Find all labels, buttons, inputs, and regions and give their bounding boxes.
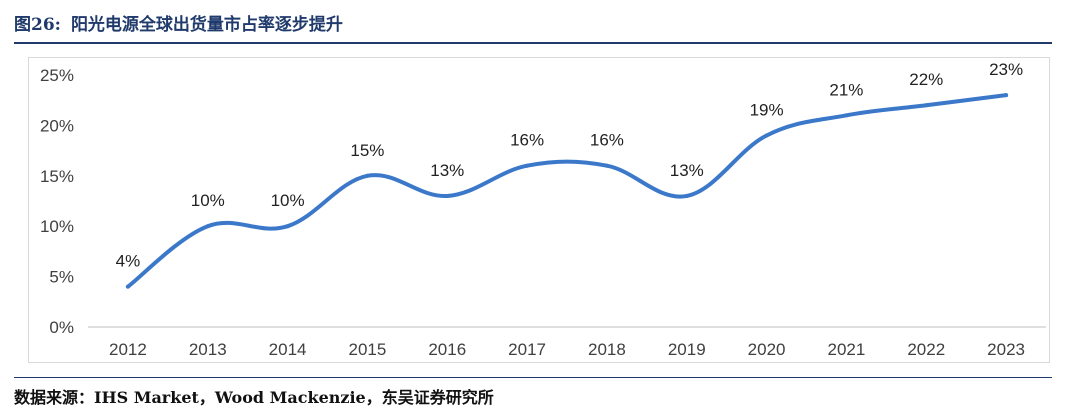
y-tick-label: 10% xyxy=(40,217,74,236)
x-tick-label: 2020 xyxy=(748,340,786,359)
data-label: 23% xyxy=(989,60,1023,79)
data-label: 21% xyxy=(829,80,863,99)
data-label: 16% xyxy=(510,131,544,150)
x-tick-label: 2022 xyxy=(907,340,945,359)
data-label: 13% xyxy=(430,161,464,180)
figure-title: 图26: 阳光电源全球出货量市占率逐步提升 xyxy=(14,10,343,35)
x-tick-label: 2017 xyxy=(508,340,546,359)
x-tick-label: 2013 xyxy=(189,340,227,359)
y-tick-label: 5% xyxy=(49,268,74,287)
data-point xyxy=(1004,93,1009,98)
data-point xyxy=(924,103,929,108)
source-rule xyxy=(14,377,1052,378)
y-tick-label: 0% xyxy=(49,318,74,337)
data-label: 13% xyxy=(670,161,704,180)
title-rule xyxy=(14,42,1052,44)
figure-title-text: 阳光电源全球出货量市占率逐步提升 xyxy=(70,15,343,35)
x-tick-label: 2019 xyxy=(668,340,706,359)
data-point xyxy=(205,224,210,229)
x-tick-label: 2023 xyxy=(987,340,1025,359)
data-point xyxy=(604,163,609,168)
data-point xyxy=(684,193,689,198)
figure-number: 图26: xyxy=(14,15,61,35)
data-label: 4% xyxy=(116,252,141,271)
y-tick-label: 25% xyxy=(40,66,74,85)
data-point xyxy=(445,193,450,198)
data-label: 10% xyxy=(191,191,225,210)
x-tick-label: 2014 xyxy=(269,340,307,359)
data-point xyxy=(125,284,130,289)
data-point xyxy=(525,163,530,168)
x-tick-label: 2016 xyxy=(428,340,466,359)
x-tick-label: 2021 xyxy=(828,340,866,359)
data-label: 22% xyxy=(909,70,943,89)
y-tick-label: 15% xyxy=(40,167,74,186)
data-point xyxy=(365,173,370,178)
x-tick-label: 2015 xyxy=(349,340,387,359)
data-label: 10% xyxy=(271,191,305,210)
y-tick-label: 20% xyxy=(40,116,74,135)
x-tick-label: 2012 xyxy=(109,340,147,359)
data-label: 16% xyxy=(590,131,624,150)
data-label: 15% xyxy=(350,141,384,160)
data-point xyxy=(764,133,769,138)
chart-frame xyxy=(28,57,1050,363)
series-line xyxy=(125,93,1009,289)
data-point xyxy=(285,224,290,229)
source-note: 数据来源：IHS Market，Wood Mackenzie，东吴证券研究所 xyxy=(14,388,494,407)
data-point xyxy=(844,113,849,118)
data-label: 19% xyxy=(750,100,784,119)
x-tick-label: 2018 xyxy=(588,340,626,359)
